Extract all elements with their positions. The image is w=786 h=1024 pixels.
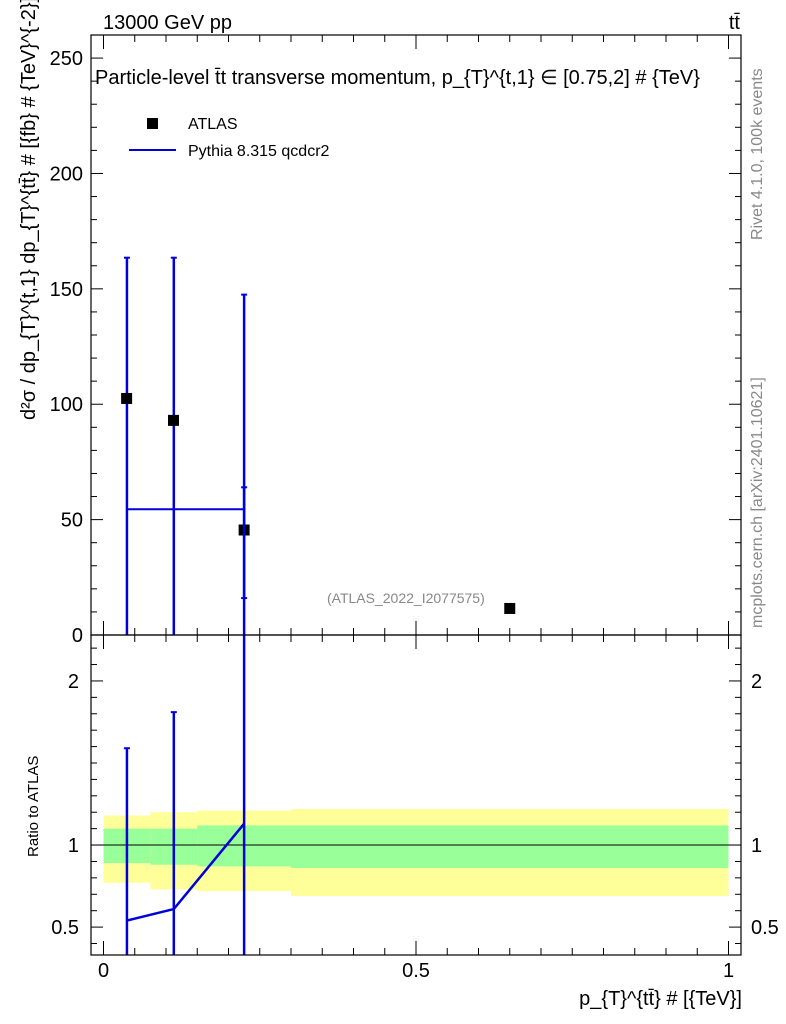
main-y-tick-label: 250	[50, 48, 83, 70]
ratio-y-tick-label-right: 1	[751, 835, 762, 857]
main-y-tick-label: 0	[72, 625, 83, 647]
ratio-y-tick-label: 2	[68, 671, 79, 693]
atlas-data-point	[168, 414, 179, 426]
x-axis-label: p_{T}^{tt̄} # [{TeV}]	[579, 988, 742, 1010]
legend-atlas-marker	[147, 118, 158, 129]
main-y-tick-label: 100	[50, 394, 83, 416]
ratio-line	[126, 822, 246, 922]
legend-pythia-label: Pythia 8.315 qcdcr2	[188, 143, 330, 160]
main-y-tick-label: 150	[50, 279, 83, 301]
rivet-version-label: Rivet 4.1.0, 100k events	[749, 68, 766, 240]
x-tick-label: 0	[98, 960, 109, 982]
main-plot-title: Particle-level t̄t transverse momentum, …	[95, 67, 700, 89]
source-label: mcplots.cern.ch [arXiv:2401.10621]	[749, 377, 766, 628]
energy-label: 13000 GeV pp	[103, 12, 232, 34]
analysis-annotation: (ATLAS_2022_I2077575)	[327, 590, 485, 606]
ratio-panel: 0.5 0.5 1 1 2 2 0 0.5 1 Ratio to ATLAS p_{T}^{tt…	[25, 486, 779, 1010]
main-y-tick-label: 200	[50, 163, 83, 185]
ratio-y-tick-label-right: 2	[751, 671, 762, 693]
atlas-data-point	[121, 392, 133, 404]
ratio-uncertainty-band-inner	[291, 825, 729, 869]
legend-atlas-label: ATLAS	[188, 116, 238, 133]
main-y-tick-label: 50	[61, 510, 83, 532]
ratio-y-tick-label: 1	[68, 835, 79, 857]
main-panel: 0 50 100 150 200 250 Particle-level t̄t trans…	[18, 0, 742, 647]
atlas-data-point	[504, 602, 516, 614]
ratio-y-axis-label: Ratio to ATLAS	[25, 756, 42, 857]
main-y-axis-label: d²σ / dp_{T}^{t,1} dp_{T}^{tt̄} # [{fb} …	[18, 0, 40, 420]
ratio-y-tick-label-right: 0.5	[751, 917, 779, 939]
ratio-y-tick-label: 0.5	[51, 917, 79, 939]
x-tick-label: 0.5	[402, 960, 430, 982]
legend: ATLAS Pythia 8.315 qcdcr2	[129, 116, 330, 160]
process-label: tt̄	[729, 12, 741, 34]
x-tick-label: 1	[723, 960, 734, 982]
ratio-plot-frame	[90, 634, 742, 956]
